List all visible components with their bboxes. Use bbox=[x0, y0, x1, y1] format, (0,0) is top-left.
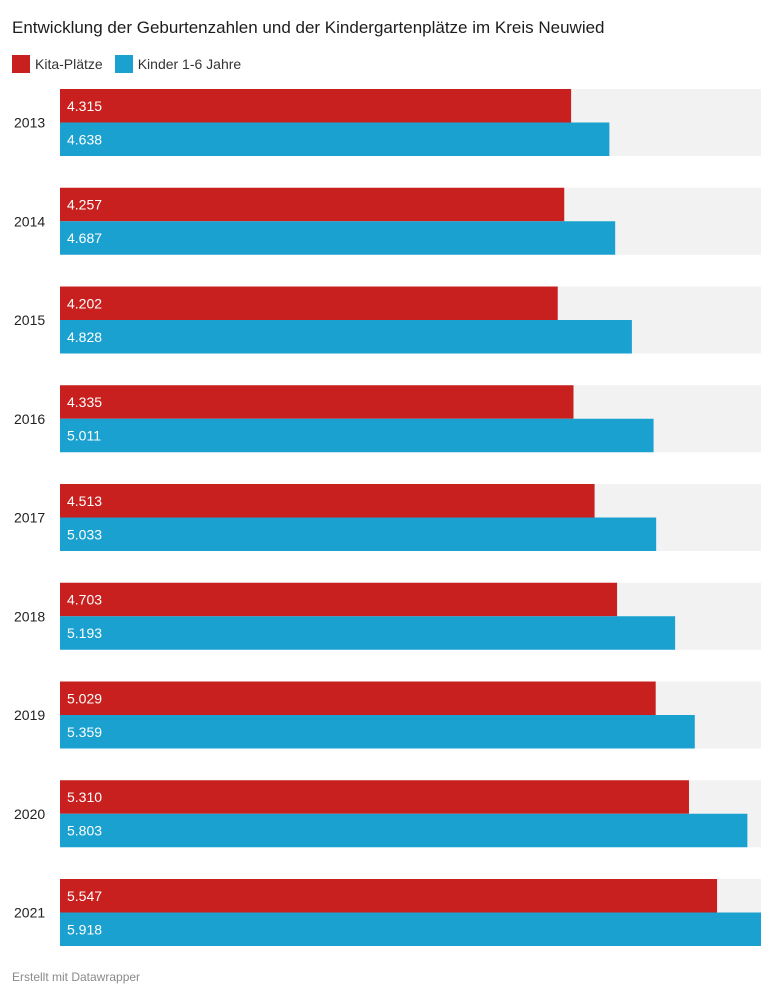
data-label-kita-2014: 4.257 bbox=[67, 197, 102, 213]
data-label-kita-2017: 4.513 bbox=[67, 493, 102, 509]
legend-swatch-kita bbox=[12, 55, 30, 73]
data-label-kita-2013: 4.315 bbox=[67, 98, 102, 114]
data-label-kita-2018: 4.703 bbox=[67, 592, 102, 608]
bar-kita-2013 bbox=[60, 89, 572, 123]
bar-kita-2018 bbox=[60, 582, 618, 617]
bar-kita-2019 bbox=[60, 681, 656, 715]
category-label-2018: 2018 bbox=[14, 608, 45, 624]
bar-kinder-2019 bbox=[60, 715, 695, 749]
legend: Kita-Plätze Kinder 1-6 Jahre bbox=[12, 55, 253, 73]
category-label-2016: 2016 bbox=[14, 411, 45, 427]
bar-kinder-2018 bbox=[60, 616, 676, 650]
bar-kita-2021 bbox=[60, 879, 718, 913]
data-label-kita-2020: 5.310 bbox=[67, 789, 102, 805]
bar-kita-2014 bbox=[60, 187, 565, 222]
category-label-2020: 2020 bbox=[14, 806, 45, 822]
bar-kinder-2017 bbox=[60, 517, 657, 551]
data-label-kinder-2015: 4.828 bbox=[67, 329, 102, 345]
data-label-kita-2019: 5.029 bbox=[67, 690, 102, 706]
data-label-kinder-2017: 5.033 bbox=[67, 526, 102, 542]
data-label-kinder-2016: 5.011 bbox=[67, 428, 101, 444]
data-label-kinder-2013: 4.638 bbox=[67, 131, 102, 147]
data-label-kita-2021: 5.547 bbox=[67, 888, 102, 904]
category-label-2013: 2013 bbox=[14, 115, 45, 131]
bar-kinder-2013 bbox=[60, 122, 610, 156]
legend-item-kita: Kita-Plätze bbox=[12, 55, 103, 73]
legend-label-kita: Kita-Plätze bbox=[35, 56, 103, 72]
data-label-kinder-2021: 5.918 bbox=[67, 921, 102, 937]
data-label-kinder-2020: 5.803 bbox=[67, 823, 102, 839]
bar-kita-2020 bbox=[60, 780, 689, 814]
legend-item-kinder: Kinder 1-6 Jahre bbox=[114, 55, 242, 73]
chart-title: Entwicklung der Geburtenzahlen und der K… bbox=[12, 18, 605, 37]
data-label-kinder-2014: 4.687 bbox=[67, 230, 102, 246]
bar-kinder-2020 bbox=[60, 813, 748, 848]
category-label-2021: 2021 bbox=[14, 905, 45, 921]
category-label-2014: 2014 bbox=[14, 213, 45, 229]
data-label-kinder-2019: 5.359 bbox=[67, 724, 102, 740]
footer-credit: Erstellt mit Datawrapper bbox=[12, 970, 141, 984]
bar-kinder-2015 bbox=[60, 320, 632, 354]
category-label-2015: 2015 bbox=[14, 312, 45, 328]
bar-kita-2015 bbox=[60, 286, 558, 320]
bar-kita-2016 bbox=[60, 385, 574, 419]
bar-kinder-2016 bbox=[60, 418, 654, 453]
data-label-kita-2016: 4.335 bbox=[67, 394, 102, 410]
legend-label-kinder: Kinder 1-6 Jahre bbox=[137, 56, 242, 72]
bar-kita-2017 bbox=[60, 484, 595, 518]
bar-kinder-2014 bbox=[60, 221, 616, 255]
bar-kinder-2021 bbox=[60, 912, 761, 946]
data-label-kinder-2018: 5.193 bbox=[67, 625, 102, 641]
data-label-kita-2015: 4.202 bbox=[67, 295, 102, 311]
category-label-2019: 2019 bbox=[14, 707, 45, 723]
legend-swatch-kinder bbox=[114, 55, 133, 73]
category-label-2017: 2017 bbox=[14, 510, 45, 526]
